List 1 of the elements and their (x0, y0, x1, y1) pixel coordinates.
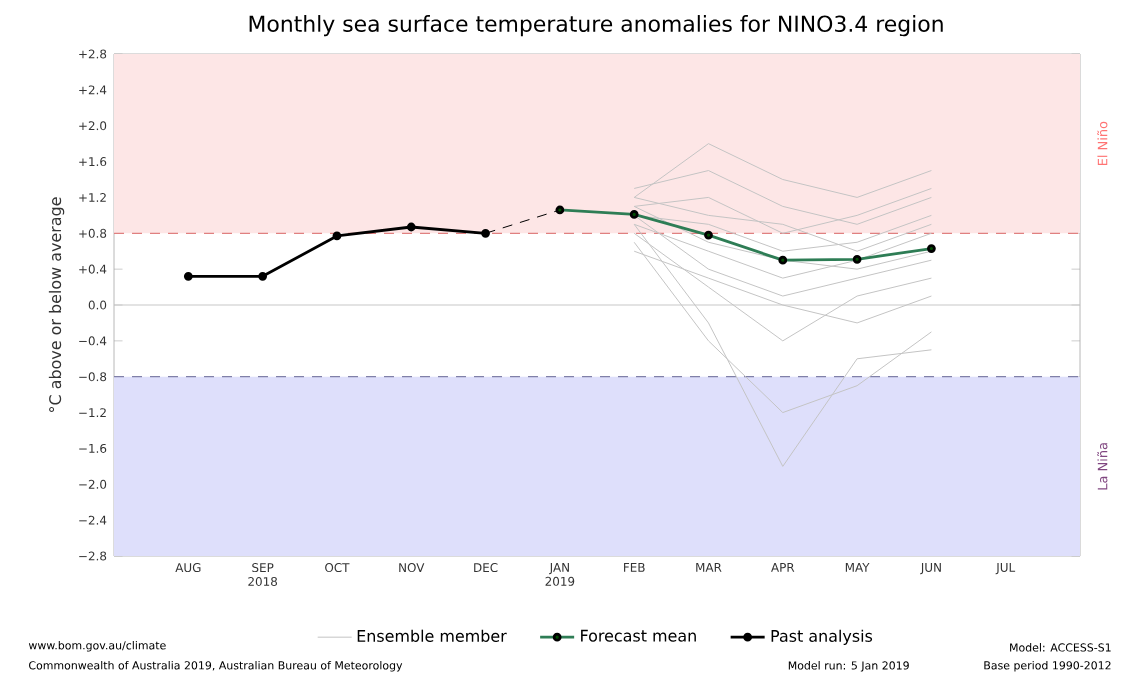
chart-title: Monthly sea surface temperature anomalies for NINO3.4 region (249, 15, 943, 37)
